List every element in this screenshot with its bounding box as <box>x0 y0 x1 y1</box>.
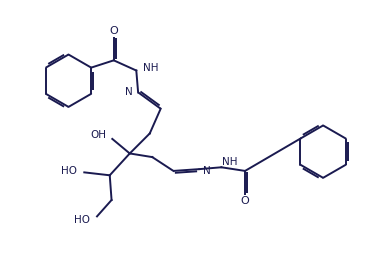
Text: NH: NH <box>143 63 158 73</box>
Text: O: O <box>241 196 249 206</box>
Text: O: O <box>109 26 118 36</box>
Text: NH: NH <box>222 157 237 167</box>
Text: OH: OH <box>90 130 106 140</box>
Text: HO: HO <box>61 166 77 176</box>
Text: N: N <box>125 87 132 97</box>
Text: N: N <box>203 166 211 176</box>
Text: HO: HO <box>74 215 90 225</box>
